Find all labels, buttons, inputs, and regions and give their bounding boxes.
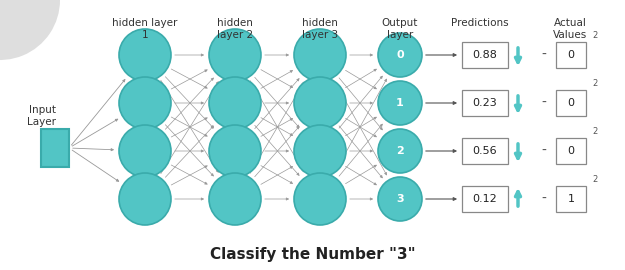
FancyBboxPatch shape	[462, 90, 508, 116]
Text: 0: 0	[568, 146, 574, 156]
Ellipse shape	[378, 33, 422, 77]
Ellipse shape	[209, 173, 261, 225]
Ellipse shape	[209, 125, 261, 177]
Ellipse shape	[209, 29, 261, 81]
Ellipse shape	[119, 125, 171, 177]
Text: 1: 1	[396, 98, 404, 108]
Text: 3: 3	[396, 194, 404, 204]
Text: 0: 0	[568, 50, 574, 60]
Ellipse shape	[119, 29, 171, 81]
Ellipse shape	[294, 173, 346, 225]
Text: Classify the Number "3": Classify the Number "3"	[210, 247, 415, 262]
Text: 0.88: 0.88	[472, 50, 498, 60]
Text: hidden
layer 3: hidden layer 3	[302, 18, 338, 40]
Ellipse shape	[294, 29, 346, 81]
Text: -: -	[541, 144, 546, 158]
Text: 0.56: 0.56	[472, 146, 498, 156]
Text: 1: 1	[568, 194, 574, 204]
Text: -: -	[541, 48, 546, 62]
Text: 0: 0	[568, 98, 574, 108]
Ellipse shape	[209, 77, 261, 129]
Text: 2: 2	[592, 31, 598, 40]
FancyBboxPatch shape	[462, 138, 508, 164]
Ellipse shape	[294, 77, 346, 129]
FancyBboxPatch shape	[41, 129, 69, 167]
Text: -: -	[541, 192, 546, 206]
Text: 2: 2	[396, 146, 404, 156]
FancyBboxPatch shape	[556, 186, 586, 212]
Text: 0.23: 0.23	[472, 98, 498, 108]
Text: Output
layer: Output layer	[382, 18, 418, 40]
Text: hidden layer
1: hidden layer 1	[112, 18, 178, 40]
Ellipse shape	[378, 129, 422, 173]
Text: 2: 2	[592, 175, 598, 184]
FancyBboxPatch shape	[556, 138, 586, 164]
Text: hidden
layer 2: hidden layer 2	[217, 18, 253, 40]
Wedge shape	[0, 0, 60, 60]
FancyBboxPatch shape	[462, 42, 508, 68]
FancyBboxPatch shape	[462, 186, 508, 212]
Text: 2: 2	[592, 79, 598, 88]
Text: Actual
Values: Actual Values	[553, 18, 587, 40]
Ellipse shape	[294, 125, 346, 177]
Ellipse shape	[119, 77, 171, 129]
Ellipse shape	[119, 173, 171, 225]
Text: 0: 0	[396, 50, 404, 60]
Text: 0.12: 0.12	[472, 194, 498, 204]
FancyBboxPatch shape	[556, 42, 586, 68]
Ellipse shape	[378, 81, 422, 125]
Text: Predictions: Predictions	[451, 18, 509, 28]
Text: Input
Layer: Input Layer	[28, 105, 56, 127]
FancyBboxPatch shape	[556, 90, 586, 116]
Ellipse shape	[378, 177, 422, 221]
Text: 2: 2	[592, 127, 598, 136]
Text: -: -	[541, 96, 546, 110]
